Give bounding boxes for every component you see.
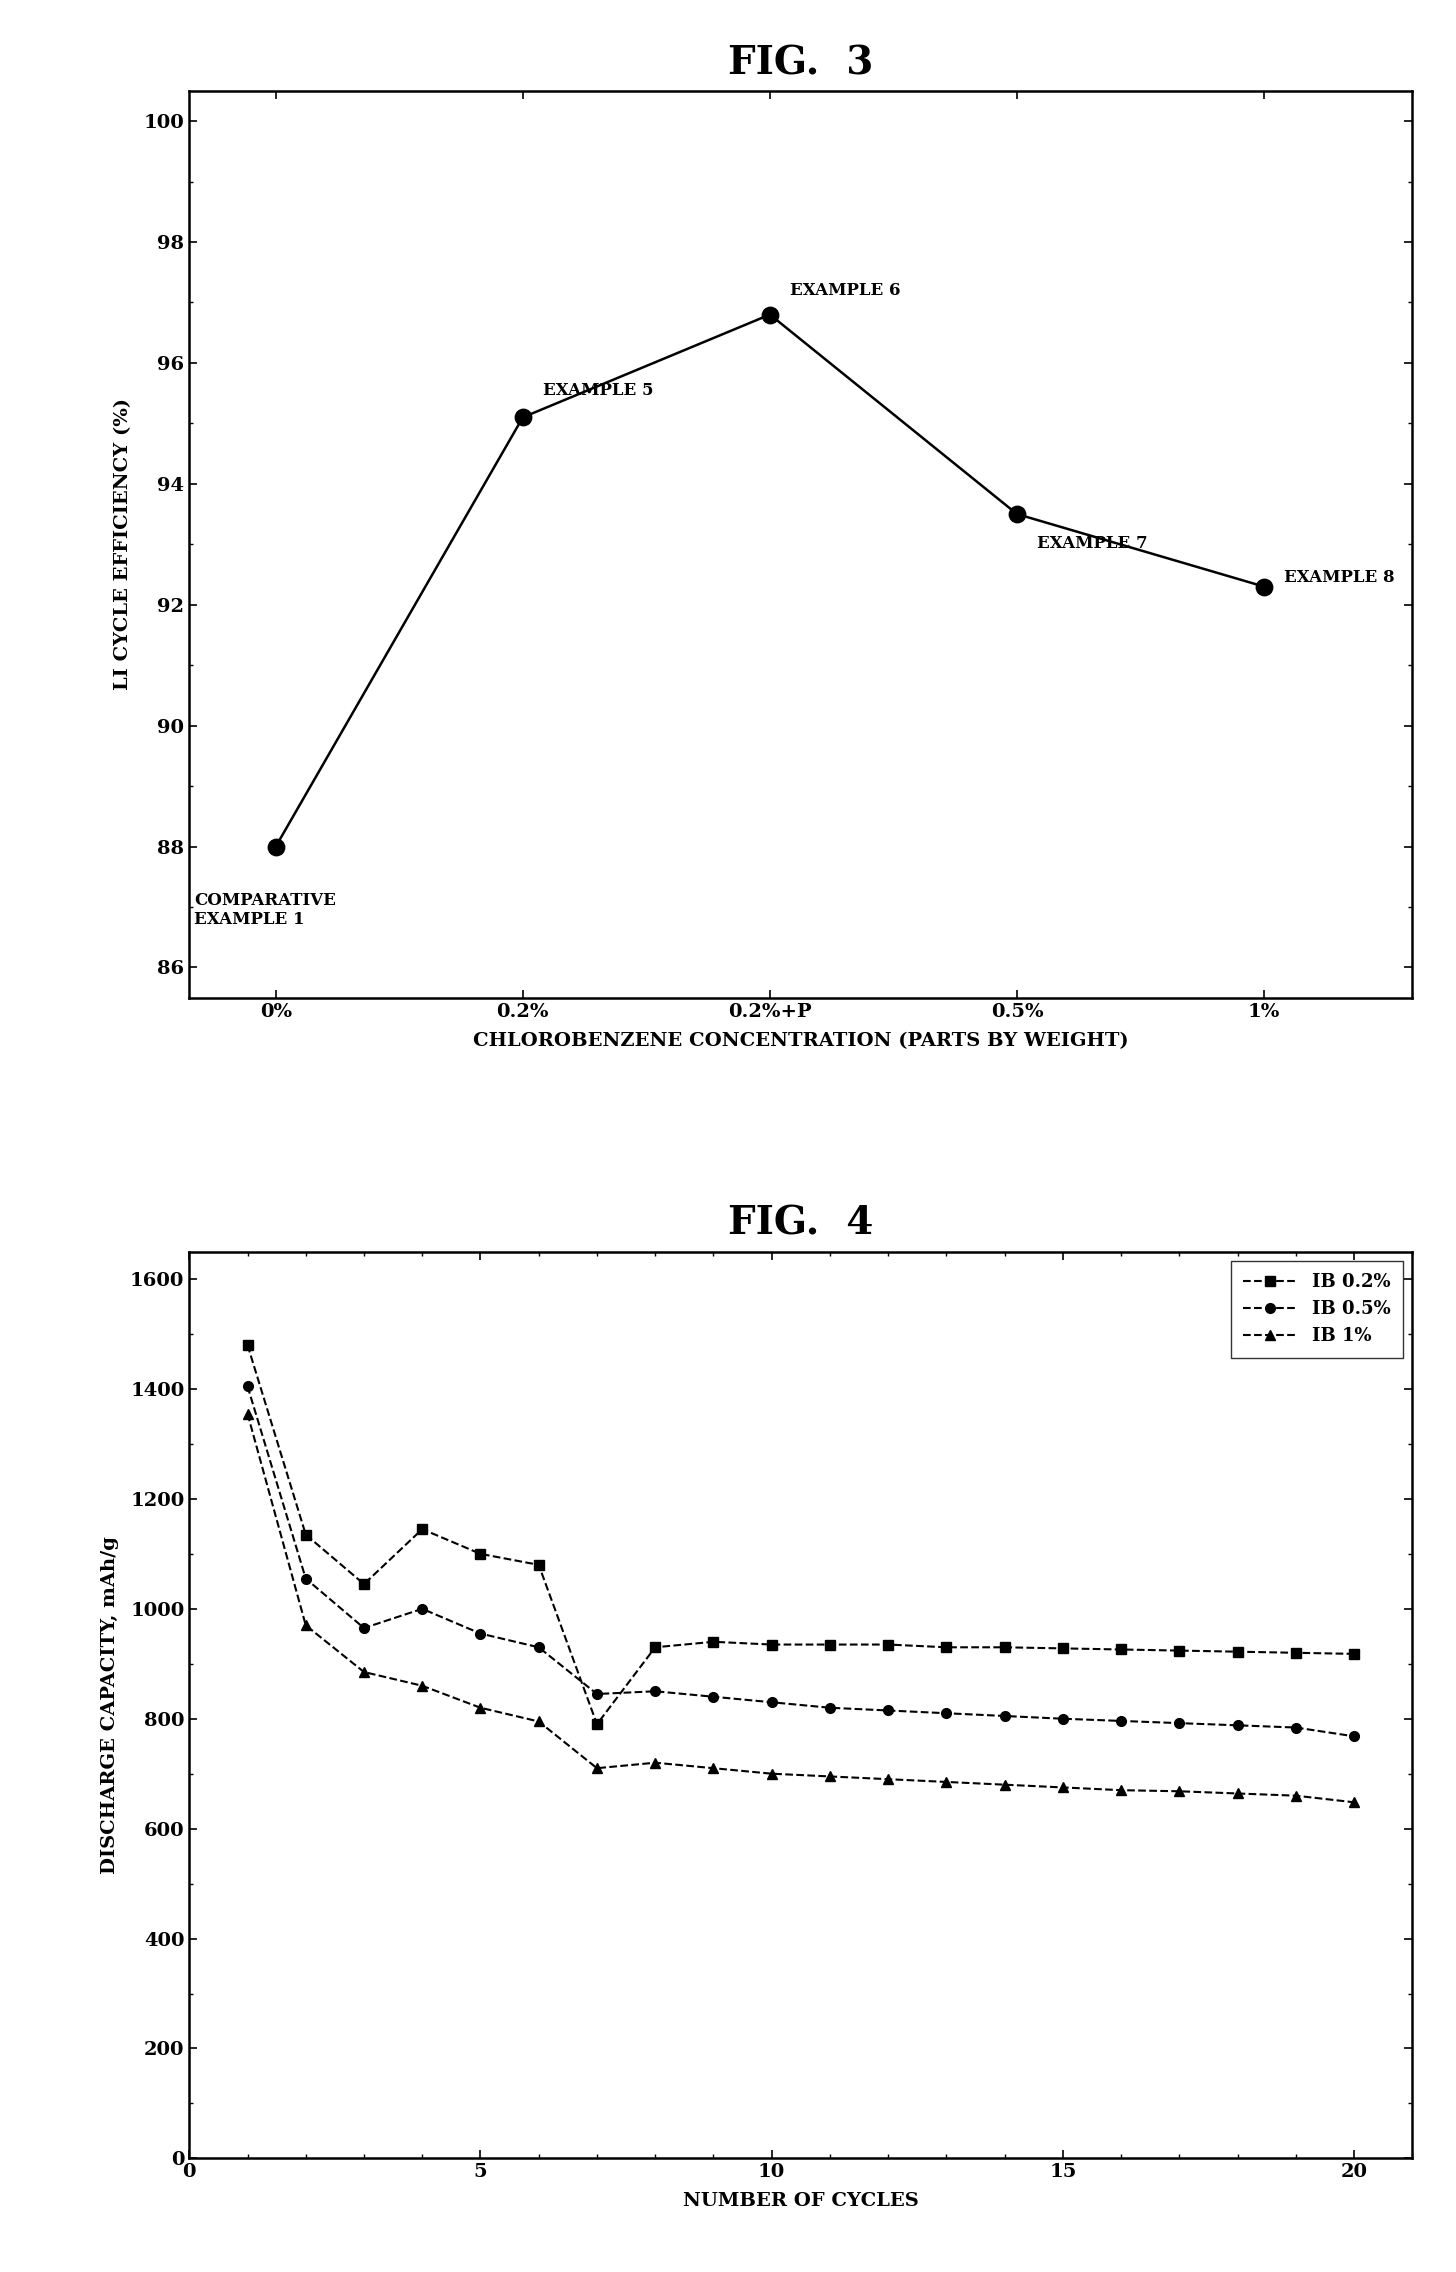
- Y-axis label: LI CYCLE EFFICIENCY (%): LI CYCLE EFFICIENCY (%): [115, 398, 132, 691]
- IB 1%: [938, 1768, 955, 1795]
- IB 1%: [239, 1400, 256, 1427]
- Line: IB 0.5%: IB 0.5%: [243, 1381, 1358, 1740]
- IB 0.5%: [297, 1565, 314, 1593]
- IB 1%: [1171, 1777, 1188, 1804]
- Text: COMPARATIVE
EXAMPLE 1: COMPARATIVE EXAMPLE 1: [194, 893, 336, 929]
- IB 1%: [1345, 1788, 1363, 1815]
- IB 0.2%: [763, 1631, 780, 1659]
- IB 0.2%: [646, 1634, 664, 1661]
- IB 0.2%: [938, 1634, 955, 1661]
- Point: [759, 295, 782, 332]
- IB 0.2%: [821, 1631, 839, 1659]
- IB 0.5%: [1345, 1722, 1363, 1749]
- Title: FIG.  3: FIG. 3: [728, 43, 874, 82]
- Point: [1252, 568, 1275, 604]
- Legend: IB 0.2%, IB 0.5%, IB 1%: IB 0.2%, IB 0.5%, IB 1%: [1230, 1261, 1404, 1359]
- IB 0.5%: [414, 1595, 431, 1622]
- IB 0.5%: [879, 1697, 897, 1724]
- IB 0.5%: [472, 1620, 489, 1647]
- IB 1%: [879, 1765, 897, 1793]
- IB 0.2%: [530, 1552, 547, 1579]
- IB 0.2%: [996, 1634, 1013, 1661]
- IB 0.2%: [297, 1520, 314, 1547]
- IB 1%: [1287, 1781, 1305, 1809]
- IB 1%: [588, 1754, 606, 1781]
- IB 1%: [646, 1749, 664, 1777]
- IB 0.2%: [1229, 1638, 1246, 1665]
- Point: [264, 829, 287, 866]
- IB 0.2%: [414, 1515, 431, 1543]
- IB 1%: [1054, 1774, 1072, 1802]
- IB 0.2%: [588, 1711, 606, 1738]
- X-axis label: CHLOROBENZENE CONCENTRATION (PARTS BY WEIGHT): CHLOROBENZENE CONCENTRATION (PARTS BY WE…: [473, 1031, 1128, 1050]
- IB 0.5%: [355, 1615, 373, 1643]
- IB 0.5%: [821, 1695, 839, 1722]
- IB 0.2%: [879, 1631, 897, 1659]
- IB 0.2%: [1112, 1636, 1130, 1663]
- IB 1%: [297, 1611, 314, 1638]
- Text: EXAMPLE 6: EXAMPLE 6: [789, 282, 900, 300]
- IB 0.5%: [1112, 1706, 1130, 1734]
- Line: IB 1%: IB 1%: [243, 1409, 1358, 1806]
- IB 1%: [705, 1754, 722, 1781]
- IB 0.2%: [472, 1540, 489, 1568]
- IB 0.5%: [938, 1699, 955, 1727]
- Text: EXAMPLE 8: EXAMPLE 8: [1284, 568, 1395, 586]
- Point: [511, 400, 534, 436]
- Text: EXAMPLE 7: EXAMPLE 7: [1037, 536, 1147, 552]
- IB 0.2%: [705, 1629, 722, 1656]
- IB 0.5%: [239, 1372, 256, 1400]
- IB 0.5%: [996, 1702, 1013, 1729]
- IB 1%: [530, 1709, 547, 1736]
- IB 0.5%: [1171, 1709, 1188, 1736]
- IB 0.5%: [763, 1688, 780, 1715]
- IB 0.5%: [646, 1677, 664, 1704]
- IB 1%: [821, 1763, 839, 1790]
- IB 0.2%: [1054, 1636, 1072, 1663]
- IB 0.5%: [1229, 1711, 1246, 1738]
- X-axis label: NUMBER OF CYCLES: NUMBER OF CYCLES: [683, 2192, 919, 2211]
- Y-axis label: DISCHARGE CAPACITY, mAh/g: DISCHARGE CAPACITY, mAh/g: [100, 1536, 119, 1874]
- IB 0.5%: [705, 1684, 722, 1711]
- IB 0.2%: [1287, 1638, 1305, 1665]
- IB 0.2%: [239, 1331, 256, 1359]
- IB 1%: [996, 1772, 1013, 1799]
- IB 1%: [472, 1695, 489, 1722]
- IB 1%: [1229, 1779, 1246, 1806]
- IB 0.2%: [355, 1570, 373, 1597]
- IB 0.5%: [588, 1681, 606, 1709]
- IB 0.5%: [1287, 1713, 1305, 1740]
- IB 1%: [763, 1761, 780, 1788]
- IB 1%: [1112, 1777, 1130, 1804]
- IB 0.2%: [1171, 1636, 1188, 1663]
- Title: FIG.  4: FIG. 4: [728, 1204, 874, 1243]
- IB 1%: [414, 1672, 431, 1699]
- IB 0.5%: [530, 1634, 547, 1661]
- Line: IB 0.2%: IB 0.2%: [243, 1340, 1358, 1729]
- Text: EXAMPLE 5: EXAMPLE 5: [543, 382, 654, 400]
- IB 0.5%: [1054, 1704, 1072, 1731]
- Point: [1005, 495, 1028, 532]
- IB 0.2%: [1345, 1640, 1363, 1668]
- IB 1%: [355, 1659, 373, 1686]
